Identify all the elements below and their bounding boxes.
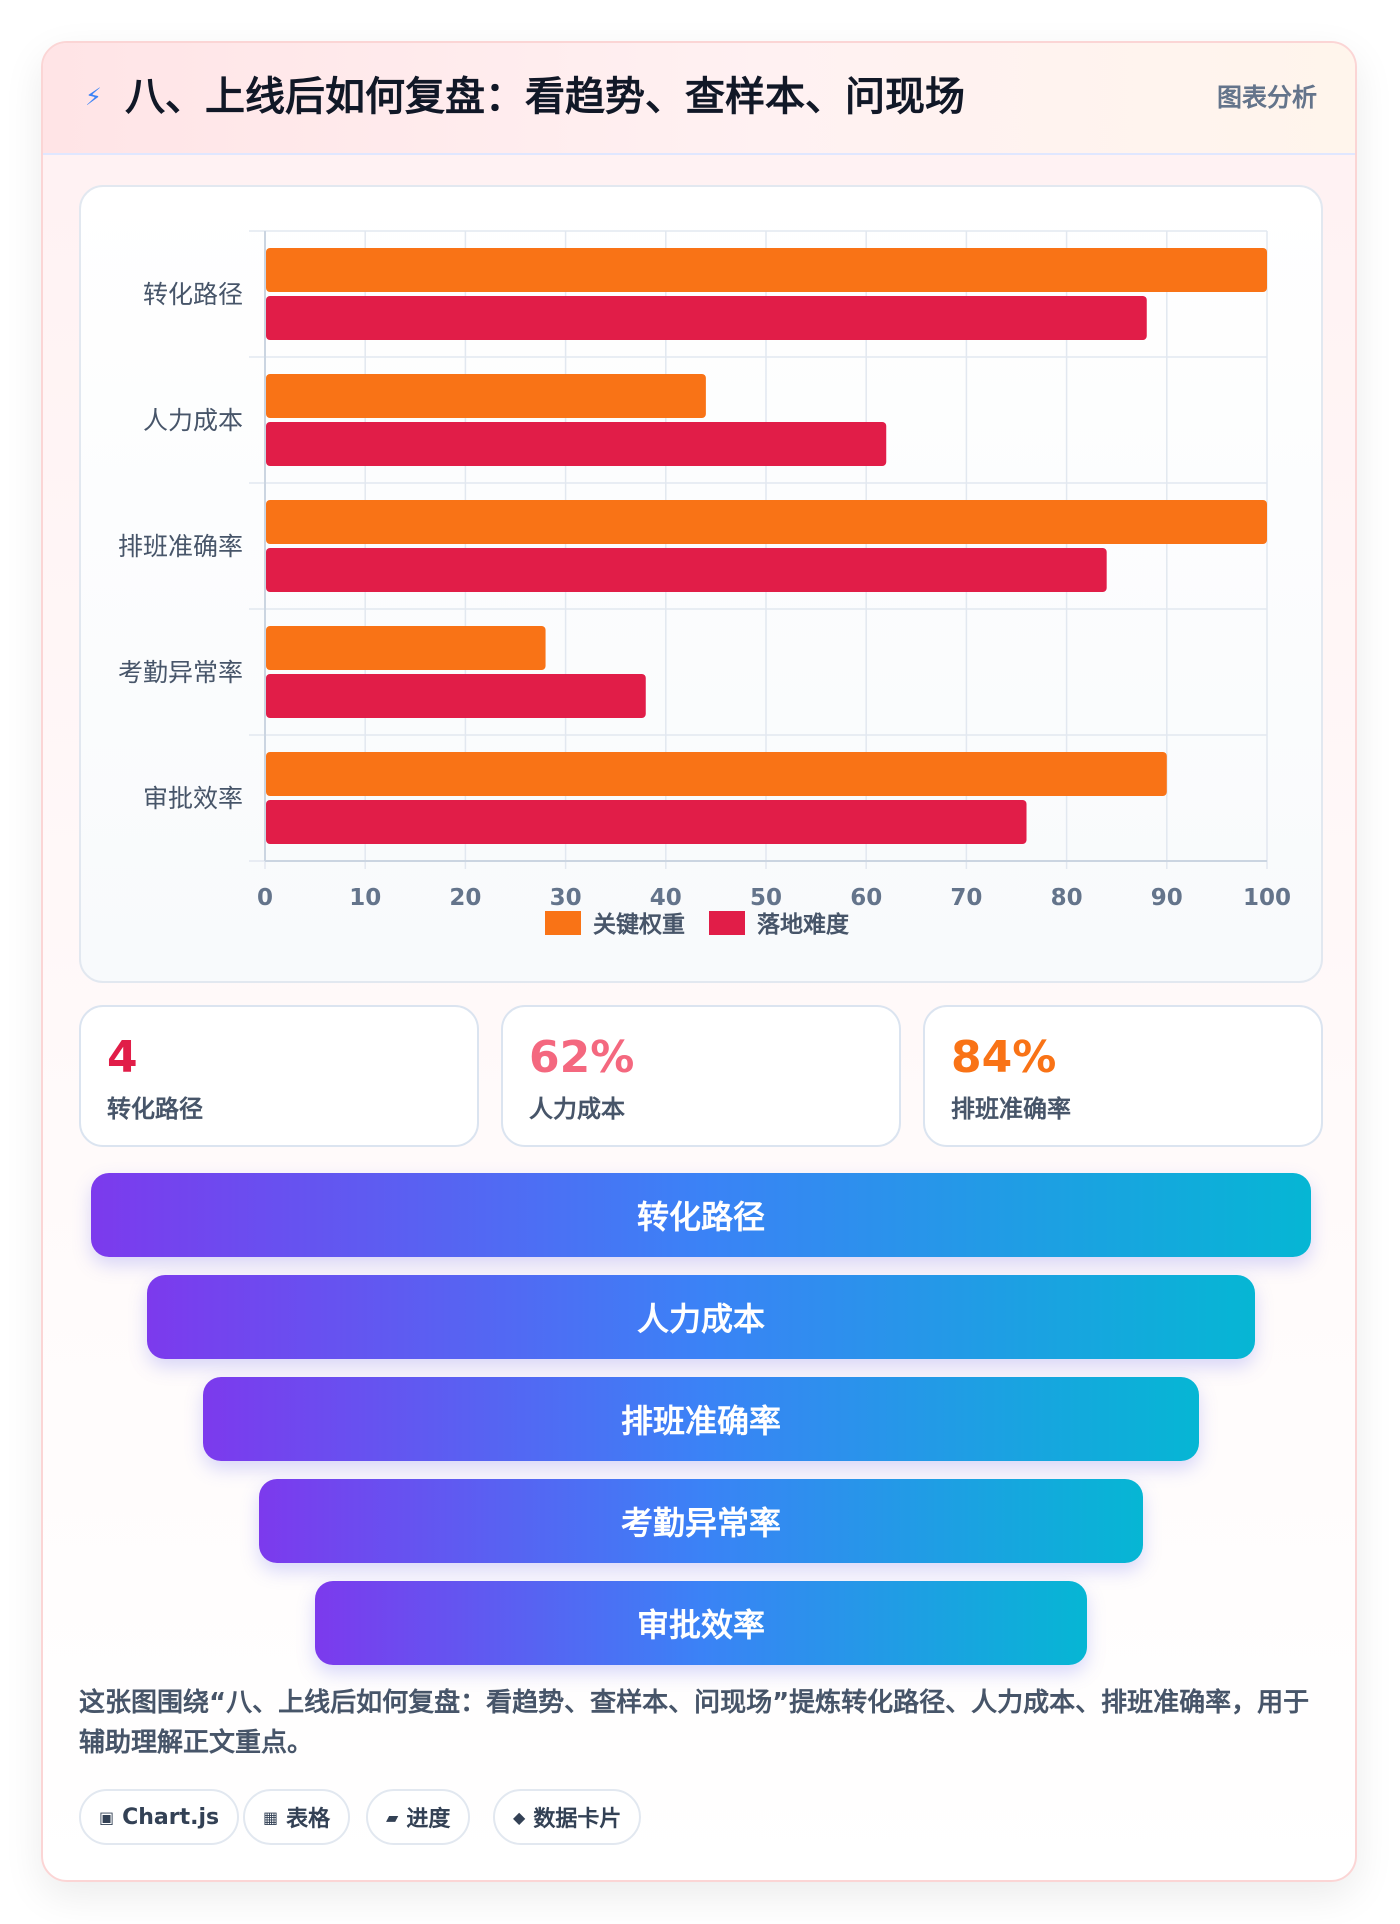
- lightning-icon: ⚡: [85, 83, 102, 111]
- page-title: 八、上线后如何复盘：看趋势、查样本、问现场: [125, 74, 965, 120]
- y-tick-label: 人力成本: [143, 406, 243, 435]
- x-tick-label: 80: [1051, 885, 1083, 911]
- chip-label: 数据卡片: [533, 1807, 622, 1832]
- bar-difficulty: [266, 422, 887, 466]
- legend-swatch: [545, 911, 581, 935]
- bar-difficulty: [266, 800, 1027, 844]
- y-tick-label: 排班准确率: [118, 532, 243, 561]
- x-tick-label: 100: [1243, 885, 1291, 911]
- bar-weight: [266, 248, 1267, 292]
- bar-chart-panel: 转化路径人力成本排班准确率考勤异常率审批效率 0 10 20 30 40 50 60 70 80 9…: [79, 185, 1323, 983]
- stat-label: 人力成本: [529, 1095, 625, 1123]
- x-tick-label: 40: [650, 885, 682, 911]
- x-tick-label: 90: [1151, 885, 1183, 911]
- chart-icon: ▣: [99, 1807, 115, 1827]
- x-tick-label: 10: [349, 885, 381, 911]
- table-icon: ▦: [263, 1807, 279, 1827]
- funnel-step-3: 排班准确率: [203, 1377, 1199, 1461]
- stat-value: 4: [107, 1032, 138, 1083]
- bar-difficulty: [266, 296, 1147, 340]
- bar-difficulty: [266, 674, 646, 718]
- chip-label: 进度: [406, 1807, 451, 1832]
- card-header: ⚡ 八、上线后如何复盘：看趋势、查样本、问现场 图表分析: [43, 43, 1355, 155]
- stat-card-1: 4 转化路径: [79, 1005, 479, 1147]
- bar-weight: [266, 752, 1167, 796]
- chip-label: Chart.js: [122, 1804, 220, 1830]
- chip-table[interactable]: ▦ 表格: [243, 1789, 351, 1845]
- legend-label: 落地难度: [757, 911, 850, 938]
- x-tick-label: 60: [850, 885, 882, 911]
- x-tick-label: 30: [550, 885, 582, 911]
- stat-label: 转化路径: [107, 1095, 203, 1123]
- funnel-step-5: 审批效率: [315, 1581, 1087, 1665]
- x-tick-label: 70: [950, 885, 982, 911]
- stat-value: 62%: [529, 1032, 635, 1083]
- chart-card: ⚡ 八、上线后如何复盘：看趋势、查样本、问现场 图表分析 转化路径 人力成本 排班准…: [41, 41, 1357, 1882]
- bar-difficulty: [266, 548, 1107, 592]
- chart-description: 这张图围绕“八、上线后如何复盘：看趋势、查样本、问现场”提炼转化路径、人力成本、…: [79, 1688, 1310, 1758]
- chip-label: 表格: [286, 1807, 331, 1832]
- chip-progress[interactable]: ▰ 进度: [366, 1789, 471, 1845]
- y-tick-label: 转化路径: [143, 280, 243, 309]
- x-tick-label: 20: [449, 885, 481, 911]
- progress-icon: ▰: [386, 1807, 399, 1827]
- legend-label: 关键权重: [593, 911, 685, 938]
- stat-card-3: 84% 排班准确率: [923, 1005, 1323, 1147]
- chip-data-card[interactable]: ◆ 数据卡片: [493, 1789, 642, 1845]
- y-tick-label: 考勤异常率: [118, 658, 243, 687]
- x-tick-label: 0: [257, 885, 273, 911]
- card-icon: ◆: [513, 1807, 526, 1827]
- chip-chartjs[interactable]: ▣ Chart.js: [79, 1789, 240, 1845]
- y-tick-label: 审批效率: [143, 784, 243, 813]
- bar-weight: [266, 500, 1267, 544]
- funnel-step-2: 人力成本: [147, 1275, 1255, 1359]
- funnel-step-1: 转化路径: [91, 1173, 1311, 1257]
- stat-card-2: 62% 人力成本: [501, 1005, 901, 1147]
- funnel-step-4: 考勤异常率: [259, 1479, 1143, 1563]
- x-tick-label: 50: [750, 885, 782, 911]
- bar-weight: [266, 374, 706, 418]
- bar-weight: [266, 626, 546, 670]
- legend-swatch: [709, 911, 745, 935]
- stat-label: 排班准确率: [951, 1095, 1071, 1123]
- chart-analysis-tag: 图表分析: [1216, 83, 1317, 112]
- stat-value: 84%: [951, 1032, 1057, 1083]
